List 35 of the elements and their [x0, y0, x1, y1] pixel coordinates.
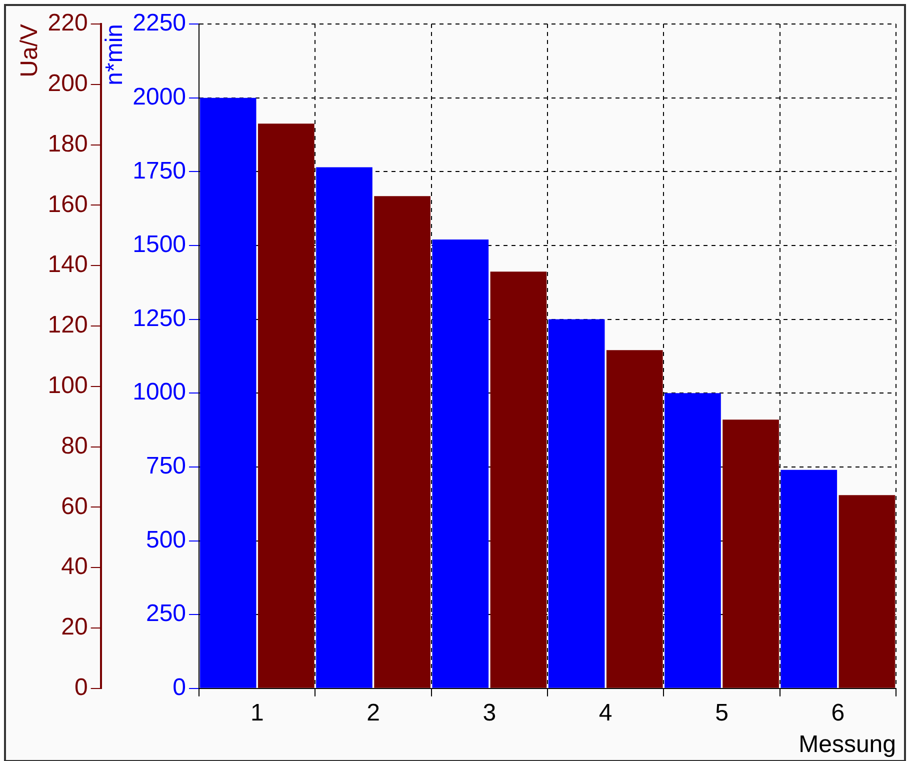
y2-tick-label: 120 [48, 312, 88, 339]
y2-tick-label: 20 [61, 614, 88, 641]
y2-tick-label: 100 [48, 372, 88, 400]
y2-tick-label: 140 [48, 251, 88, 278]
y-tick-label: 2000 [132, 83, 186, 110]
y2-tick-label: 60 [61, 492, 88, 520]
y2-tick-label: 160 [48, 190, 88, 218]
y-tick-label: 1750 [132, 157, 186, 184]
y-tick-label: 2250 [132, 10, 186, 37]
y2-tick-label: 180 [48, 130, 88, 158]
y-tick-label: 750 [146, 452, 186, 480]
x-axis-title: Messung [798, 731, 896, 758]
y-tick-label: 1500 [132, 231, 186, 258]
bar [316, 167, 372, 688]
x-tick-label: 5 [715, 699, 728, 726]
bar [664, 393, 721, 688]
y-tick-label: 500 [146, 526, 186, 554]
y2-tick-label: 80 [61, 432, 88, 460]
bar [722, 420, 779, 688]
y2-axis-title: Ua/V [16, 24, 44, 78]
x-tick-label: 4 [598, 699, 612, 726]
y-axis-title: n*min [100, 24, 128, 86]
y2-tick-label: 0 [74, 674, 88, 702]
x-tick-label: 2 [366, 699, 380, 726]
y-tick-label: 1250 [132, 304, 186, 332]
y-tick-label: 1000 [132, 378, 186, 406]
x-tick-label: 3 [482, 699, 496, 726]
y2-tick-label: 220 [48, 10, 88, 37]
x-tick-label: 6 [831, 699, 845, 726]
bar [374, 196, 430, 688]
y-tick-label: 0 [172, 674, 186, 702]
y-tick-label: 250 [146, 600, 186, 628]
y2-tick-label: 40 [61, 553, 88, 580]
x-tick-label: 1 [250, 699, 264, 726]
y2-tick-label: 200 [48, 70, 88, 98]
